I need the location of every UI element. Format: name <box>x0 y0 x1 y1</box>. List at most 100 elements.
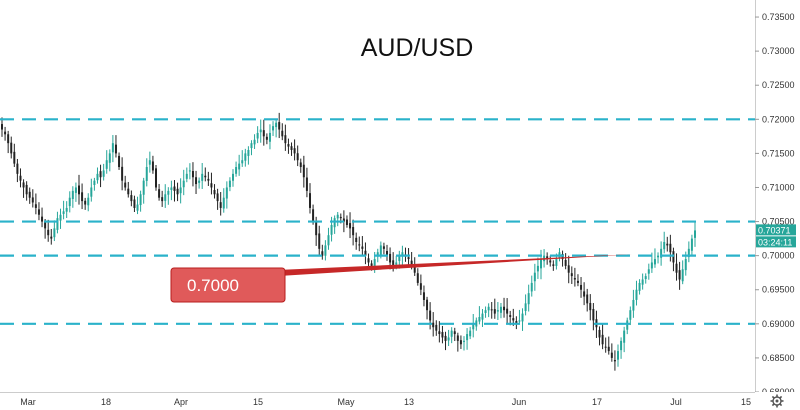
candle-body <box>490 309 493 311</box>
candle-body <box>114 144 117 154</box>
candle-body <box>598 329 601 338</box>
candle-body <box>623 330 626 343</box>
candle-body <box>222 197 225 209</box>
candle-body <box>84 200 87 205</box>
y-tick-label: 0.69000 <box>762 319 795 329</box>
candle-body <box>386 251 388 256</box>
plot-background <box>0 0 755 392</box>
time-axis[interactable] <box>0 392 800 410</box>
candle-body <box>121 166 124 181</box>
candle-body <box>16 163 19 174</box>
candle-body <box>293 148 296 154</box>
candle-body <box>339 216 342 219</box>
candle-body <box>333 218 336 228</box>
candle-body <box>87 197 90 206</box>
candle-body <box>352 227 355 236</box>
candle-body <box>382 246 385 249</box>
candle-body <box>496 310 499 312</box>
y-tick-label: 0.72000 <box>762 114 795 124</box>
candle-body <box>158 189 161 198</box>
candle-body <box>148 160 151 165</box>
x-tick-label: May <box>337 397 355 407</box>
candle-body <box>41 216 44 222</box>
candle-body <box>327 235 330 246</box>
candle-body <box>13 151 16 164</box>
x-tick-label: Jun <box>512 397 527 407</box>
candle-body <box>607 346 610 352</box>
y-tick-label: 0.70000 <box>762 251 795 261</box>
candle-body <box>349 223 352 229</box>
candle-body <box>438 331 441 335</box>
candle-body <box>620 340 623 351</box>
chart-title: AUD/USD <box>361 34 474 62</box>
candle-body <box>253 139 256 145</box>
candle-body <box>336 214 339 219</box>
y-axis-ticks: 0.73500 0.73000 0.72500 0.72000 0.71500 0.710… <box>755 12 795 397</box>
candle-body <box>185 173 188 179</box>
candle-body <box>653 259 656 265</box>
candle-body <box>219 202 222 208</box>
candle-body <box>684 259 687 271</box>
candle-body <box>155 168 157 188</box>
candle-body <box>586 294 589 304</box>
candle-body <box>450 330 453 337</box>
candle-body <box>638 282 641 291</box>
candle-body <box>669 243 672 253</box>
candle-body <box>127 188 130 195</box>
candle-body <box>299 162 302 168</box>
candle-body <box>367 258 370 263</box>
candle-body <box>278 122 281 130</box>
candle-body <box>410 260 413 266</box>
candle-body <box>207 178 210 181</box>
candle-body <box>647 269 650 274</box>
candle-body <box>188 170 191 172</box>
candle-body <box>355 237 358 243</box>
candle-body <box>7 134 10 144</box>
x-tick-label: 17 <box>592 397 602 407</box>
candle-body <box>456 335 459 341</box>
candle-body <box>167 190 170 195</box>
candle-body <box>521 313 524 322</box>
candle-body <box>509 315 512 318</box>
candle-body <box>324 245 327 256</box>
candle-body <box>503 306 506 311</box>
candle-body <box>259 129 262 133</box>
gear-icon[interactable] <box>770 394 784 408</box>
candle-body <box>407 257 410 260</box>
candle-body <box>136 204 139 211</box>
candle-body <box>530 282 533 292</box>
candle-body <box>549 260 552 263</box>
candle-body <box>191 171 194 178</box>
candle-body <box>96 173 99 181</box>
candle-body <box>499 306 502 313</box>
candle-body <box>524 303 527 311</box>
candle-body <box>694 230 696 238</box>
trend-line <box>283 254 632 276</box>
candle-body <box>567 265 570 273</box>
candle-body <box>481 313 484 320</box>
candle-body <box>678 270 681 280</box>
candle-body <box>518 320 521 322</box>
candle-body <box>228 180 231 188</box>
candle-body <box>164 194 167 201</box>
candle-body <box>19 175 22 181</box>
callout-box <box>170 267 286 303</box>
candle-body <box>74 187 77 193</box>
price-axis[interactable] <box>755 0 800 392</box>
candle-body <box>398 255 401 261</box>
candle-body <box>44 222 47 229</box>
candle-body <box>281 130 284 137</box>
candle-body <box>105 160 108 169</box>
candle-body <box>512 318 515 321</box>
x-tick-label: 18 <box>101 397 111 407</box>
candle-body <box>573 278 576 280</box>
candle-body <box>570 273 573 277</box>
y-tick-label: 0.70500 <box>762 217 795 227</box>
candle-body <box>632 299 635 311</box>
candle-body <box>610 352 613 358</box>
candle-body <box>176 188 179 195</box>
last-price-rect <box>756 224 796 236</box>
candle-body <box>111 143 114 153</box>
candle-body <box>124 182 127 188</box>
